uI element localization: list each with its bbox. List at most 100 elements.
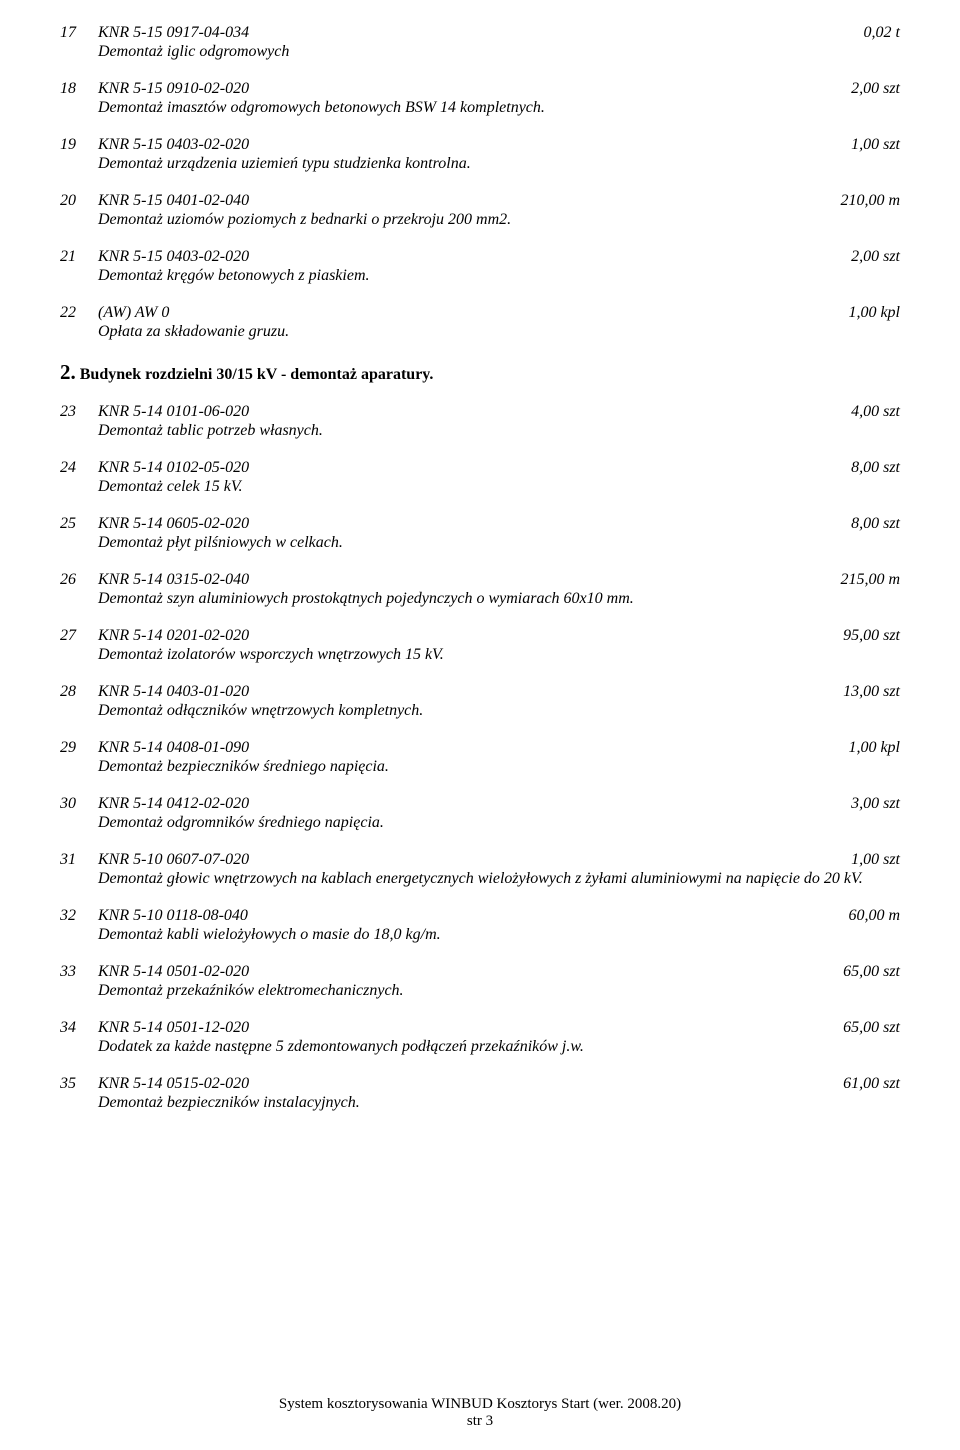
item-number: 21: [60, 248, 98, 266]
cost-item-head: 17 KNR 5-15 0917-04-034 0,02 t: [60, 24, 900, 42]
item-quantity: 1,00 szt: [851, 136, 900, 154]
item-code: KNR 5-14 0101-06-020: [98, 403, 249, 421]
cost-item-head: 32 KNR 5-10 0118-08-040 60,00 m: [60, 907, 900, 925]
cost-item-head: 19 KNR 5-15 0403-02-020 1,00 szt: [60, 136, 900, 154]
item-quantity: 2,00 szt: [851, 80, 900, 98]
cost-item-head: 23 KNR 5-14 0101-06-020 4,00 szt: [60, 403, 900, 421]
cost-item: 32 KNR 5-10 0118-08-040 60,00 m Demontaż…: [60, 907, 900, 945]
item-quantity: 1,00 kpl: [848, 739, 900, 757]
section-number: 2.: [60, 360, 76, 384]
item-description: Demontaż odgromników średniego napięcia.: [98, 813, 900, 833]
cost-item: 24 KNR 5-14 0102-05-020 8,00 szt Demonta…: [60, 459, 900, 497]
item-quantity: 8,00 szt: [851, 515, 900, 533]
item-quantity: 1,00 kpl: [848, 304, 900, 322]
cost-item-head: 25 KNR 5-14 0605-02-020 8,00 szt: [60, 515, 900, 533]
item-description: Demontaż przekaźników elektromechaniczny…: [98, 981, 900, 1001]
item-number: 19: [60, 136, 98, 154]
item-description: Demontaż płyt pilśniowych w celkach.: [98, 533, 900, 553]
item-description: Demontaż uziomów poziomych z bednarki o …: [98, 210, 900, 230]
cost-item: 29 KNR 5-14 0408-01-090 1,00 kpl Demonta…: [60, 739, 900, 777]
item-number: 23: [60, 403, 98, 421]
section-title: Budynek rozdzielni 30/15 kV - demontaż a…: [76, 366, 434, 383]
item-description: Demontaż głowic wnętrzowych na kablach e…: [98, 869, 900, 889]
item-code: KNR 5-10 0607-07-020: [98, 851, 249, 869]
cost-item-head: 33 KNR 5-14 0501-02-020 65,00 szt: [60, 963, 900, 981]
item-number: 27: [60, 627, 98, 645]
footer-page-number: str 3: [0, 1413, 960, 1430]
item-number: 32: [60, 907, 98, 925]
cost-item: 19 KNR 5-15 0403-02-020 1,00 szt Demonta…: [60, 136, 900, 174]
cost-item-head: 18 KNR 5-15 0910-02-020 2,00 szt: [60, 80, 900, 98]
item-description: Demontaż celek 15 kV.: [98, 477, 900, 497]
item-quantity: 13,00 szt: [843, 683, 900, 701]
cost-item-head: 27 KNR 5-14 0201-02-020 95,00 szt: [60, 627, 900, 645]
item-description: Demontaż urządzenia uziemień typu studzi…: [98, 154, 900, 174]
item-code: KNR 5-14 0315-02-040: [98, 571, 249, 589]
item-description: Opłata za składowanie gruzu.: [98, 322, 900, 342]
item-description: Demontaż kręgów betonowych z piaskiem.: [98, 266, 900, 286]
item-code: KNR 5-15 0403-02-020: [98, 136, 249, 154]
item-number: 26: [60, 571, 98, 589]
item-code: KNR 5-15 0917-04-034: [98, 24, 249, 42]
item-number: 28: [60, 683, 98, 701]
cost-item-head: 24 KNR 5-14 0102-05-020 8,00 szt: [60, 459, 900, 477]
cost-item: 18 KNR 5-15 0910-02-020 2,00 szt Demonta…: [60, 80, 900, 118]
item-code: KNR 5-15 0910-02-020: [98, 80, 249, 98]
cost-item: 35 KNR 5-14 0515-02-020 61,00 szt Demont…: [60, 1075, 900, 1113]
cost-item: 25 KNR 5-14 0605-02-020 8,00 szt Demonta…: [60, 515, 900, 553]
item-code: KNR 5-14 0605-02-020: [98, 515, 249, 533]
item-description: Demontaż izolatorów wsporczych wnętrzowy…: [98, 645, 900, 665]
cost-item-head: 22 (AW) AW 0 1,00 kpl: [60, 304, 900, 322]
item-description: Demontaż szyn aluminiowych prostokątnych…: [98, 589, 900, 609]
item-description: Dodatek za każde następne 5 zdemontowany…: [98, 1037, 900, 1057]
item-quantity: 95,00 szt: [843, 627, 900, 645]
item-code: KNR 5-14 0515-02-020: [98, 1075, 249, 1093]
item-code: KNR 5-15 0403-02-020: [98, 248, 249, 266]
item-code: KNR 5-14 0403-01-020: [98, 683, 249, 701]
cost-item: 22 (AW) AW 0 1,00 kpl Opłata za składowa…: [60, 304, 900, 342]
item-description: Demontaż imasztów odgromowych betonowych…: [98, 98, 900, 118]
item-code: KNR 5-15 0401-02-040: [98, 192, 249, 210]
item-number: 29: [60, 739, 98, 757]
item-description: Demontaż tablic potrzeb własnych.: [98, 421, 900, 441]
item-code: KNR 5-14 0102-05-020: [98, 459, 249, 477]
cost-item: 20 KNR 5-15 0401-02-040 210,00 m Demonta…: [60, 192, 900, 230]
cost-item: 28 KNR 5-14 0403-01-020 13,00 szt Demont…: [60, 683, 900, 721]
item-description: Demontaż kabli wielożyłowych o masie do …: [98, 925, 900, 945]
item-code: KNR 5-14 0501-02-020: [98, 963, 249, 981]
item-code: KNR 5-14 0201-02-020: [98, 627, 249, 645]
item-code: (AW) AW 0: [98, 304, 169, 322]
section-heading: 2. Budynek rozdzielni 30/15 kV - demonta…: [60, 360, 900, 385]
cost-item-head: 28 KNR 5-14 0403-01-020 13,00 szt: [60, 683, 900, 701]
item-quantity: 65,00 szt: [843, 963, 900, 981]
cost-item-head: 26 KNR 5-14 0315-02-040 215,00 m: [60, 571, 900, 589]
item-number: 31: [60, 851, 98, 869]
item-description: Demontaż iglic odgromowych: [98, 42, 900, 62]
item-code: KNR 5-14 0412-02-020: [98, 795, 249, 813]
footer-system-line: System kosztorysowania WINBUD Kosztorys …: [0, 1396, 960, 1413]
item-code: KNR 5-14 0408-01-090: [98, 739, 249, 757]
cost-item: 33 KNR 5-14 0501-02-020 65,00 szt Demont…: [60, 963, 900, 1001]
cost-item-head: 21 KNR 5-15 0403-02-020 2,00 szt: [60, 248, 900, 266]
item-quantity: 65,00 szt: [843, 1019, 900, 1037]
cost-item: 21 KNR 5-15 0403-02-020 2,00 szt Demonta…: [60, 248, 900, 286]
cost-item: 34 KNR 5-14 0501-12-020 65,00 szt Dodate…: [60, 1019, 900, 1057]
item-quantity: 215,00 m: [840, 571, 900, 589]
cost-item-head: 34 KNR 5-14 0501-12-020 65,00 szt: [60, 1019, 900, 1037]
item-quantity: 61,00 szt: [843, 1075, 900, 1093]
item-quantity: 60,00 m: [848, 907, 900, 925]
item-quantity: 2,00 szt: [851, 248, 900, 266]
item-number: 33: [60, 963, 98, 981]
item-quantity: 1,00 szt: [851, 851, 900, 869]
cost-item-head: 35 KNR 5-14 0515-02-020 61,00 szt: [60, 1075, 900, 1093]
document-page: 17 KNR 5-15 0917-04-034 0,02 t Demontaż …: [0, 0, 960, 1450]
item-number: 35: [60, 1075, 98, 1093]
item-quantity: 0,02 t: [864, 24, 900, 42]
cost-item-head: 31 KNR 5-10 0607-07-020 1,00 szt: [60, 851, 900, 869]
cost-item: 17 KNR 5-15 0917-04-034 0,02 t Demontaż …: [60, 24, 900, 62]
item-number: 17: [60, 24, 98, 42]
cost-item: 23 KNR 5-14 0101-06-020 4,00 szt Demonta…: [60, 403, 900, 441]
cost-item: 31 KNR 5-10 0607-07-020 1,00 szt Demonta…: [60, 851, 900, 889]
item-code: KNR 5-14 0501-12-020: [98, 1019, 249, 1037]
cost-item-head: 29 KNR 5-14 0408-01-090 1,00 kpl: [60, 739, 900, 757]
